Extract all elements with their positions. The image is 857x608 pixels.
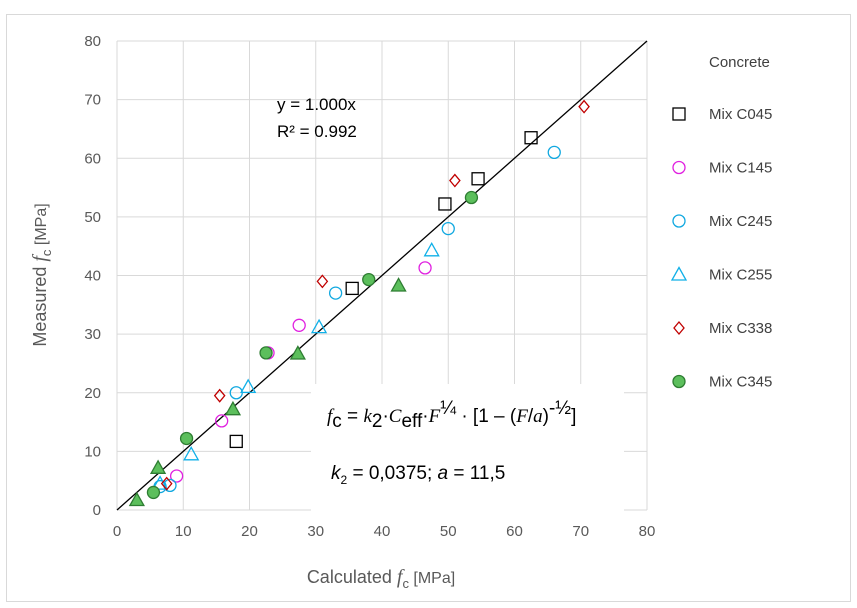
data-point	[151, 475, 169, 490]
data-point	[289, 345, 306, 360]
data-point	[229, 434, 243, 449]
x-tick-label: 70	[572, 523, 589, 540]
legend-marker	[672, 374, 686, 389]
legend-label: Mix C255	[709, 267, 772, 284]
y-tick-label: 30	[84, 326, 101, 343]
y-tick-label: 70	[84, 92, 101, 109]
formula-line-1: fc = k2·Ceff·F¼ · [1 – (F/a)-½]	[327, 398, 576, 432]
data-point	[169, 469, 184, 483]
data-point	[163, 478, 177, 493]
y-tick-label: 10	[84, 443, 101, 460]
data-point	[578, 99, 590, 114]
legend-label: Mix C245	[709, 213, 772, 230]
data-point	[128, 491, 145, 507]
legend-marker	[672, 160, 686, 175]
legend-label: Mix C145	[709, 160, 772, 177]
legend-marker	[672, 107, 686, 121]
legend-label: Mix C045	[709, 106, 772, 123]
x-tick-label: 10	[175, 523, 192, 540]
y-tick-label: 0	[93, 502, 101, 519]
legend-marker	[670, 266, 688, 281]
axis-layer: 0 10 20 30 40 50 60 70 80 0 10 20 30 40 50 60 70 80	[84, 33, 655, 540]
data-point	[441, 221, 455, 236]
data-point	[328, 286, 343, 300]
y-axis-title: Measured fc [MPa]	[29, 203, 54, 346]
x-tick-label: 60	[506, 523, 523, 540]
data-point	[390, 277, 407, 292]
data-point	[240, 378, 257, 394]
data-point	[464, 190, 479, 205]
data-point	[179, 431, 194, 446]
data-point	[149, 459, 167, 474]
legend-label: Mix C345	[709, 374, 772, 391]
x-tick-label: 0	[113, 523, 121, 540]
data-point	[438, 197, 452, 211]
data-point	[292, 318, 306, 332]
data-point	[345, 281, 359, 296]
data-point	[449, 173, 461, 188]
trendline	[116, 40, 648, 511]
y-tick-label: 20	[84, 385, 101, 402]
data-point	[547, 145, 561, 160]
points-layer	[128, 99, 590, 507]
legend-marker	[672, 214, 686, 228]
y-tick-label: 80	[84, 33, 101, 50]
data-point	[215, 414, 229, 428]
data-point	[524, 131, 538, 145]
data-point	[471, 172, 485, 186]
data-point	[213, 388, 226, 403]
data-point	[362, 272, 376, 287]
trendline-r2: R² = 0.992	[277, 122, 357, 141]
data-point	[259, 346, 273, 360]
x-tick-label: 20	[241, 523, 258, 540]
data-point	[423, 241, 440, 257]
data-point	[146, 485, 161, 500]
formula-line-2: k2 = 0,0375; a = 11,5	[331, 463, 505, 487]
data-point	[224, 400, 242, 416]
legend-marker	[673, 320, 685, 336]
data-point	[160, 476, 173, 491]
data-point	[418, 261, 432, 275]
x-tick-label: 30	[307, 523, 324, 540]
x-tick-label: 40	[374, 523, 391, 540]
x-tick-label: 50	[440, 523, 457, 540]
y-tick-label: 40	[84, 268, 101, 285]
legend-label: Mix C338	[709, 320, 772, 337]
y-tick-label: 60	[84, 150, 101, 167]
formula-box	[311, 384, 624, 516]
legend: Mix C045 Mix C145 Mix C245 Mix C255 Mix C338…	[670, 106, 772, 391]
x-tick-label: 80	[639, 523, 656, 540]
legend-title: Concrete	[709, 54, 770, 71]
data-point	[316, 274, 329, 289]
data-point	[310, 318, 328, 334]
x-axis-title: Calculated fc [MPa]	[307, 566, 455, 591]
data-point	[183, 445, 200, 461]
trendline-equation: y = 1.000x	[277, 95, 356, 114]
y-tick-label: 50	[84, 209, 101, 226]
